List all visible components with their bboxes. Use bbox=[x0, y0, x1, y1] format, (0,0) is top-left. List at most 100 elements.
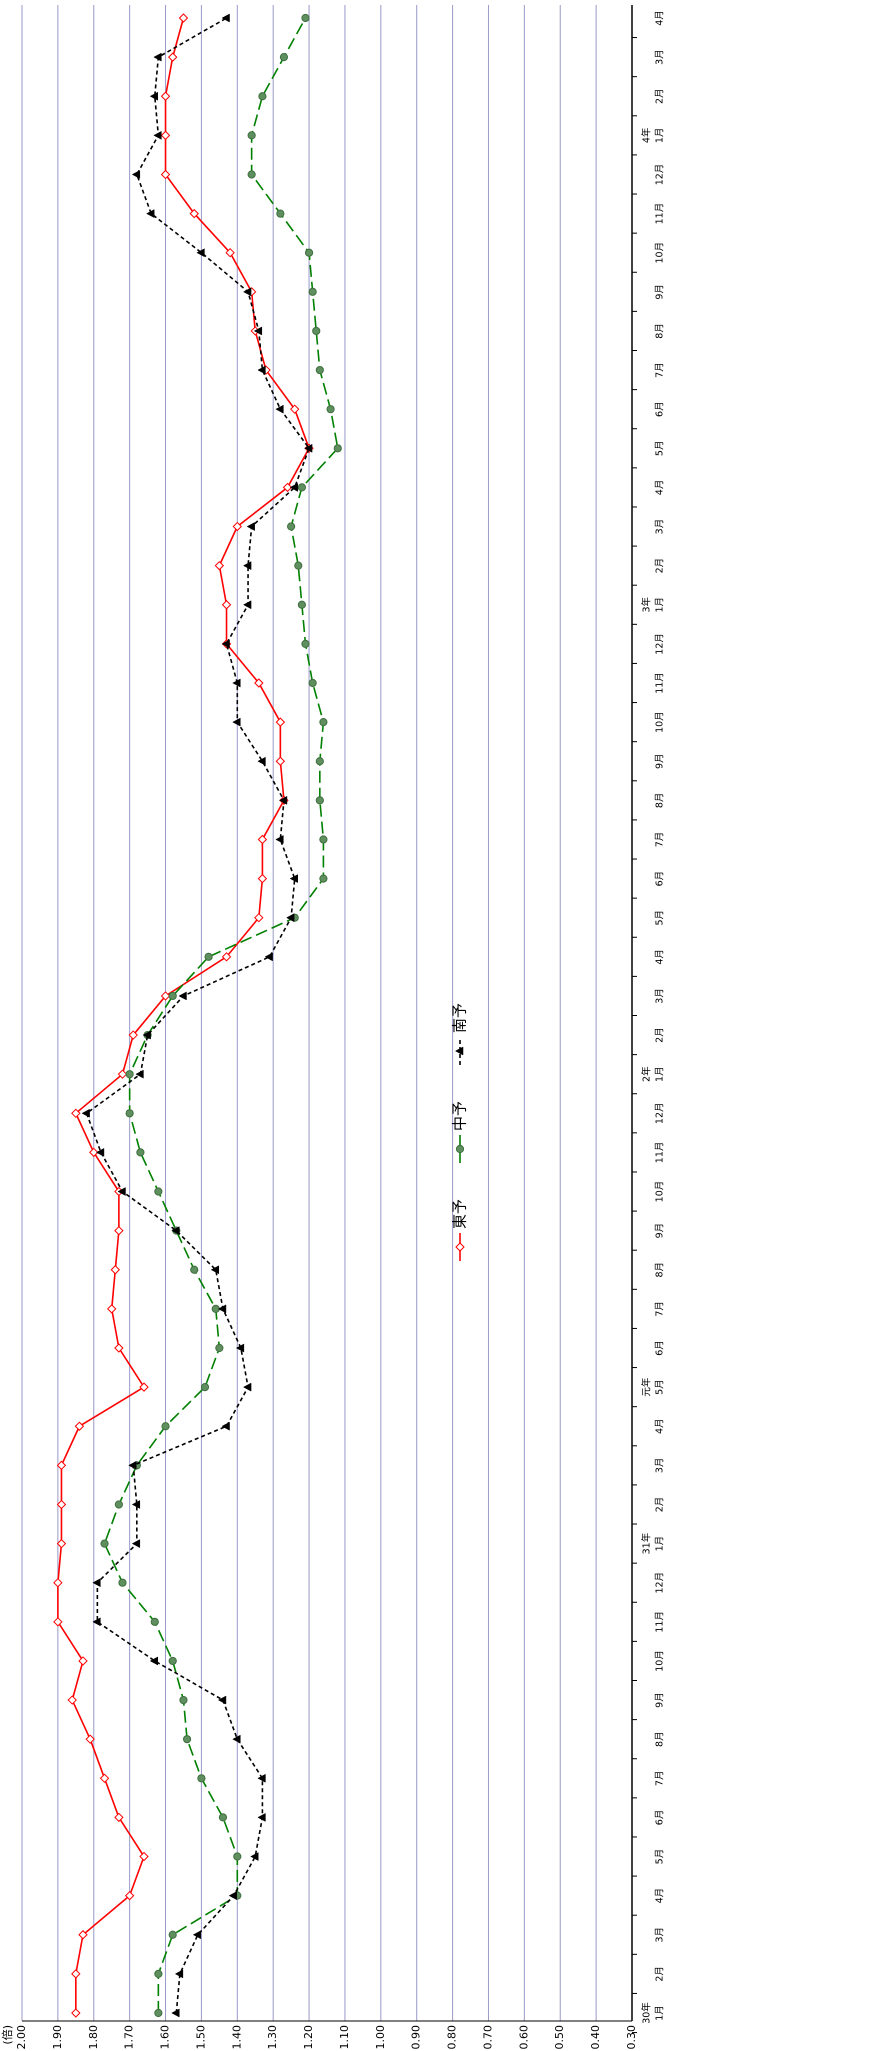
x-tick-label: 2月 bbox=[655, 1966, 666, 1982]
data-point bbox=[168, 991, 177, 1001]
data-point bbox=[81, 1108, 90, 1118]
data-point bbox=[128, 1030, 138, 1040]
data-point bbox=[168, 1930, 177, 1939]
x-tick-label: 7月 bbox=[655, 1301, 666, 1317]
y-tick-label: 1.00 bbox=[374, 2025, 387, 2050]
data-point bbox=[67, 1695, 77, 1705]
data-point bbox=[136, 1148, 145, 1157]
data-point bbox=[232, 1734, 241, 1744]
data-point bbox=[161, 1422, 170, 1431]
data-point bbox=[125, 1070, 134, 1079]
y-tick-label: 1.20 bbox=[302, 2025, 315, 2050]
data-point bbox=[85, 1734, 95, 1744]
data-point bbox=[128, 1460, 137, 1470]
data-point bbox=[178, 991, 187, 1001]
data-point bbox=[149, 1656, 159, 1666]
data-point bbox=[297, 483, 306, 492]
x-tick-label: 5月 bbox=[655, 1849, 666, 1865]
data-point bbox=[243, 1382, 252, 1392]
data-point bbox=[200, 1383, 210, 1392]
data-point bbox=[286, 913, 295, 923]
data-point bbox=[95, 1147, 105, 1157]
data-point bbox=[106, 1304, 117, 1314]
y-tick-label: 0.70 bbox=[481, 2025, 494, 2050]
data-point bbox=[154, 1969, 163, 1978]
x-tick-label: 6月 bbox=[655, 1340, 666, 1356]
x-tick-label: 11月 bbox=[655, 672, 666, 694]
data-point bbox=[287, 522, 296, 531]
data-point bbox=[315, 796, 324, 805]
data-point bbox=[153, 52, 162, 62]
x-tick-label: 9月 bbox=[655, 284, 666, 300]
y-tick-label: 1.90 bbox=[51, 2025, 64, 2050]
data-point bbox=[275, 835, 284, 844]
data-point bbox=[246, 522, 255, 531]
y-tick-label: 2.00 bbox=[15, 2025, 28, 2050]
data-point bbox=[275, 756, 286, 766]
legend-marker bbox=[454, 1046, 464, 1056]
x-tick-label: 6月 bbox=[655, 401, 666, 417]
data-point bbox=[235, 1343, 245, 1353]
x-tick-label: 4月 bbox=[655, 1418, 666, 1434]
x-tick-label: 4月 bbox=[655, 480, 666, 496]
data-point bbox=[228, 1891, 237, 1901]
x-year-label: 3年 bbox=[641, 596, 653, 612]
series-line bbox=[85, 17, 310, 2014]
data-point bbox=[131, 170, 141, 179]
data-point bbox=[232, 678, 241, 688]
y-tick-label: 1.80 bbox=[87, 2025, 100, 2050]
data-point bbox=[135, 1069, 144, 1079]
data-point bbox=[78, 1930, 88, 1940]
data-point bbox=[221, 952, 232, 962]
data-point bbox=[160, 91, 171, 101]
y-tick-label: 0.50 bbox=[553, 2025, 566, 2050]
data-point bbox=[168, 1656, 177, 1666]
data-point bbox=[312, 326, 321, 336]
y-tick-label: 1.30 bbox=[266, 2025, 279, 2050]
x-year-label: 元年 bbox=[641, 1377, 653, 1397]
data-point bbox=[114, 1225, 124, 1236]
x-tick-label: 1月 bbox=[655, 1536, 666, 1552]
x-tick-label: 3月 bbox=[655, 519, 666, 535]
x-tick-label: 5月 bbox=[655, 441, 666, 457]
data-point bbox=[289, 404, 300, 414]
data-point bbox=[78, 1656, 88, 1666]
x-tick-label: 12月 bbox=[655, 1572, 666, 1594]
x-tick-label: 2月 bbox=[655, 558, 666, 574]
series-line bbox=[57, 17, 310, 2013]
x-tick-label: 9月 bbox=[655, 1223, 666, 1239]
y-tick-label: 0.40 bbox=[589, 2025, 602, 2050]
y-tick-label: 1.70 bbox=[123, 2025, 136, 2050]
data-point bbox=[56, 1538, 67, 1549]
data-point bbox=[53, 1617, 63, 1627]
x-year-label: 4年 bbox=[641, 127, 653, 143]
data-point bbox=[114, 1343, 124, 1353]
data-point bbox=[56, 1499, 67, 1510]
data-point bbox=[257, 756, 266, 766]
data-point bbox=[319, 718, 328, 727]
x-tick-label: 11月 bbox=[655, 1142, 666, 1164]
data-point bbox=[204, 952, 213, 961]
x-tick-label: 11月 bbox=[655, 203, 666, 225]
data-point bbox=[53, 1577, 63, 1588]
x-tick-label: 3月 bbox=[655, 1927, 666, 1943]
x-tick-label: 12月 bbox=[655, 633, 666, 655]
data-point bbox=[289, 874, 298, 884]
data-point bbox=[99, 1773, 110, 1784]
data-point bbox=[233, 1852, 242, 1861]
data-point bbox=[71, 2008, 81, 2018]
data-point bbox=[142, 1030, 151, 1040]
data-point bbox=[117, 1187, 126, 1196]
data-point bbox=[150, 1617, 159, 1626]
data-point bbox=[71, 1969, 81, 1979]
series-line bbox=[103, 17, 339, 2013]
data-point bbox=[221, 13, 230, 23]
data-point bbox=[149, 91, 159, 101]
data-point bbox=[232, 717, 241, 727]
x-tick-label: 3月 bbox=[655, 988, 666, 1004]
data-point bbox=[92, 1617, 101, 1627]
data-point bbox=[160, 130, 171, 141]
x-tick-label: 10月 bbox=[655, 1650, 666, 1672]
data-point bbox=[221, 639, 230, 649]
